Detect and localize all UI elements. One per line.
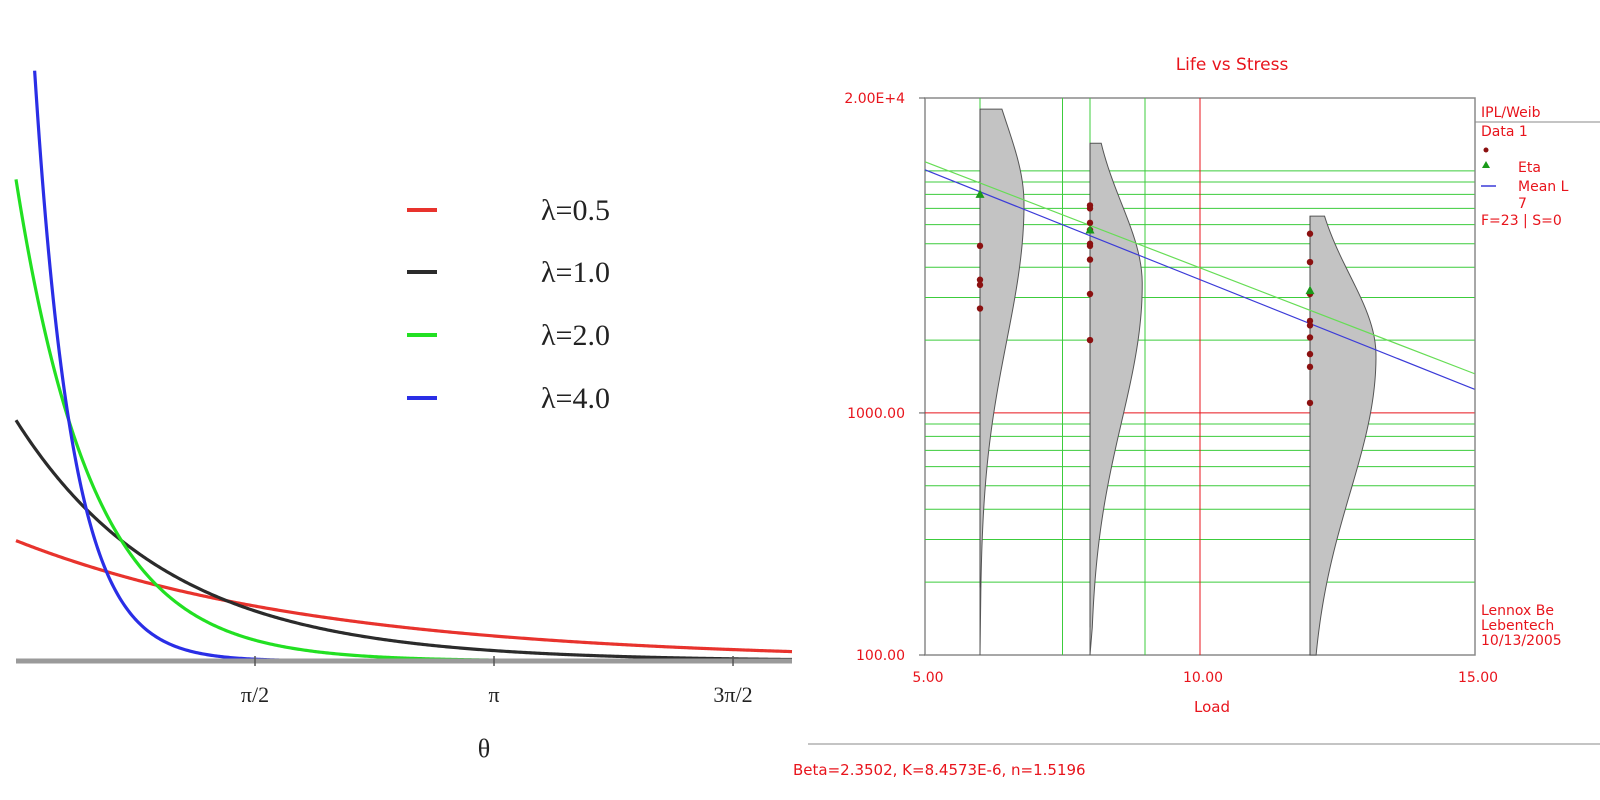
data-point-20 bbox=[1306, 363, 1314, 371]
pdf-curve-1 bbox=[1089, 142, 1143, 656]
x-tick-label-1: π bbox=[488, 682, 499, 707]
data-point-10 bbox=[1086, 256, 1094, 263]
legend-mean-label: Mean L bbox=[1518, 179, 1569, 195]
data-point-6 bbox=[1086, 219, 1094, 227]
y-tick-labels: 100.00 1000.00 2.00E+4 bbox=[844, 91, 925, 664]
x-tick-group: π/2 π 3π/2 bbox=[241, 656, 753, 707]
legend-model: IPL/Weib bbox=[1481, 105, 1541, 121]
curve-group bbox=[14, 70, 793, 663]
legend-eta-marker bbox=[1482, 161, 1490, 168]
x-tick-labels: 5.00 10.00 15.00 bbox=[912, 670, 1498, 686]
x-axis-label: θ bbox=[478, 734, 490, 763]
data-point-0 bbox=[976, 242, 984, 250]
y-tick-label-2: 2.00E+4 bbox=[844, 91, 905, 107]
legend-counts: F=23 | S=0 bbox=[1481, 213, 1562, 229]
data-point-14 bbox=[1306, 258, 1314, 266]
data-point-2 bbox=[976, 281, 984, 289]
y-tick-label-0: 100.00 bbox=[856, 648, 905, 664]
legend-mean-sub: 7 bbox=[1518, 196, 1527, 212]
data-point-13 bbox=[1306, 230, 1314, 237]
x-tick-label-2: 3π/2 bbox=[713, 682, 752, 707]
data-point-21 bbox=[1306, 399, 1314, 407]
x-tick-label-0: π/2 bbox=[241, 682, 269, 707]
mean-life-line bbox=[924, 169, 1476, 391]
series-line-2 bbox=[14, 179, 792, 663]
legend-label-0: λ=0.5 bbox=[541, 194, 610, 227]
exponential-density-chart: π/2 π 3π/2 θ λ=0.5 λ=1.0 λ=2.0 λ=4.0 bbox=[14, 70, 793, 763]
chart-title: Life vs Stress bbox=[1176, 55, 1289, 75]
legend: IPL/Weib Data 1 Eta Mean L 7 F=23 | S=0 … bbox=[1475, 105, 1600, 649]
legend-dataset: Data 1 bbox=[1481, 124, 1528, 140]
series-line-3 bbox=[33, 70, 792, 663]
pdf-curves bbox=[979, 108, 1377, 656]
data-point-5 bbox=[1086, 205, 1094, 212]
legend-eta-label: Eta bbox=[1518, 160, 1541, 176]
legend-label-3: λ=4.0 bbox=[541, 382, 610, 415]
eta-point-1 bbox=[1085, 224, 1095, 234]
x-axis-label: Load bbox=[1194, 698, 1230, 716]
x-tick-label-0: 5.00 bbox=[912, 670, 943, 686]
legend: λ=0.5 λ=1.0 λ=2.0 λ=4.0 bbox=[407, 194, 610, 415]
parameter-footer: Beta=2.3502, K=8.4573E-6, n=1.5196 bbox=[793, 761, 1086, 779]
legend-company: Lebentech bbox=[1481, 618, 1554, 634]
eta-point-2 bbox=[1305, 285, 1315, 295]
y-tick-label-1: 1000.00 bbox=[847, 406, 905, 422]
pdf-curve-2 bbox=[1309, 215, 1377, 656]
series-line-0 bbox=[15, 539, 793, 654]
data-point-16 bbox=[1306, 317, 1314, 325]
series-line-1 bbox=[14, 419, 793, 662]
eta-line bbox=[924, 161, 1476, 375]
data-point-3 bbox=[976, 305, 984, 312]
legend-user: Lennox Be bbox=[1481, 603, 1554, 619]
data-point-19 bbox=[1306, 350, 1314, 358]
x-tick-label-1: 10.00 bbox=[1183, 670, 1223, 686]
data-point-17 bbox=[1306, 322, 1314, 329]
legend-date: 10/13/2005 bbox=[1481, 633, 1562, 649]
data-point-9 bbox=[1086, 242, 1094, 250]
pdf-curve-0 bbox=[979, 108, 1025, 656]
data-point-12 bbox=[1086, 336, 1094, 344]
data-point-18 bbox=[1306, 334, 1314, 341]
data-point-11 bbox=[1086, 290, 1094, 298]
eta-point-0 bbox=[975, 189, 985, 198]
legend-label-2: λ=2.0 bbox=[541, 319, 610, 352]
data-point-1 bbox=[976, 276, 984, 283]
life-vs-stress-chart: Life vs Stress 100.00 1000.00 2.00E+4 5.00… bbox=[793, 55, 1600, 779]
regression-lines bbox=[924, 161, 1476, 391]
legend-data-marker bbox=[1483, 147, 1489, 153]
x-tick-label-2: 15.00 bbox=[1458, 670, 1498, 686]
legend-label-1: λ=1.0 bbox=[541, 256, 610, 289]
data-points bbox=[975, 189, 1315, 407]
